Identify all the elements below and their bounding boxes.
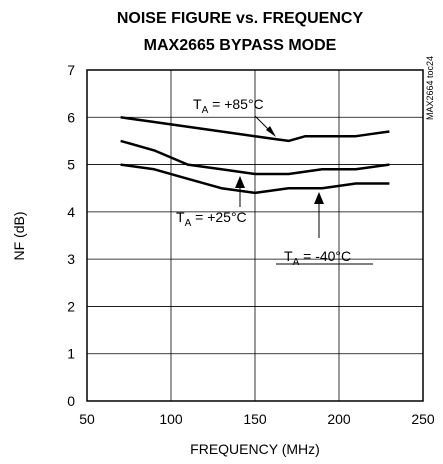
annotation-85c: TA = +85°C — [193, 96, 264, 116]
y-tick-label: 4 — [67, 204, 75, 220]
y-tick-label: 7 — [67, 62, 75, 78]
side-label: MAX2664 toc24 — [425, 56, 435, 120]
x-axis-label: FREQUENCY (MHz) — [190, 441, 320, 457]
plot-frame — [86, 69, 424, 402]
x-tick-label: 150 — [243, 411, 267, 427]
series-lines — [120, 116, 390, 195]
y-axis-label: NF (dB) — [11, 212, 27, 261]
pointer-85c-arrowhead — [266, 126, 276, 137]
y-tick-label: 0 — [67, 393, 75, 409]
y-tick-label: 6 — [67, 109, 75, 125]
y-tick-labels: 0 1 2 3 4 5 6 7 — [67, 62, 75, 409]
annotation-25c: TA = +25°C — [176, 209, 247, 229]
x-tick-label: 250 — [411, 411, 435, 427]
annotation-minus40c: TA = -40°C — [284, 248, 351, 268]
x-tick-label: 100 — [159, 411, 183, 427]
series-line-minus40c — [120, 163, 390, 195]
y-tick-label: 1 — [67, 346, 75, 362]
series-line-85c — [120, 116, 390, 143]
x-tick-label: 50 — [79, 411, 95, 427]
x-tick-label: 200 — [327, 411, 351, 427]
y-tick-label: 3 — [67, 251, 75, 267]
chart-title: NOISE FIGURE vs. FREQUENCY — [117, 10, 364, 27]
y-tick-label: 5 — [67, 157, 75, 173]
pointer-25c-arrowhead — [235, 176, 245, 188]
chart-subtitle: MAX2665 BYPASS MODE — [144, 37, 337, 54]
y-tick-label: 2 — [67, 298, 75, 314]
pointer-minus40c-arrowhead — [314, 192, 324, 204]
series-line-25c — [120, 139, 390, 176]
x-tick-labels: 50 100 150 200 250 — [79, 411, 435, 427]
